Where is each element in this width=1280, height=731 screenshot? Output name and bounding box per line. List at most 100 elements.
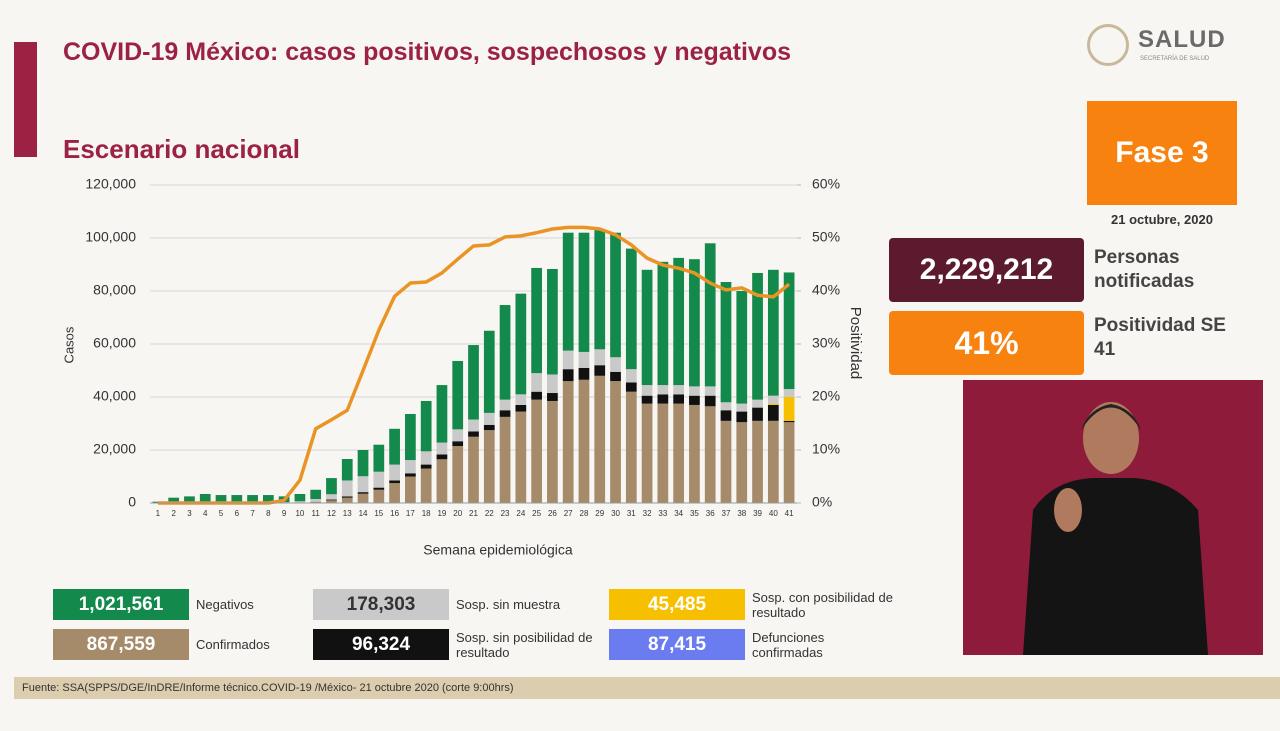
bar-segment (767, 269, 779, 396)
bar-segment (752, 272, 763, 400)
bar-segment (483, 430, 495, 503)
bar-segment (515, 404, 527, 412)
bar-segment (341, 459, 353, 481)
bar-segment (547, 400, 558, 503)
bar-segment (199, 493, 211, 503)
bar-segment (341, 496, 353, 498)
bar-segment (184, 496, 195, 503)
bar-segment (405, 460, 416, 474)
legend-label: Sosp. sin muestra (456, 597, 561, 612)
y2-tick-label: 0% (812, 494, 832, 510)
bar-segment (657, 261, 669, 386)
bar-segment (168, 497, 180, 503)
legend-total: 1,021,561 (53, 589, 189, 620)
bar-segment (767, 420, 779, 503)
bar-segment (515, 394, 527, 405)
notified-box: 2,229,212 (889, 238, 1084, 302)
bar-segment (625, 391, 637, 503)
title: COVID-19 México: casos positivos, sospec… (63, 38, 792, 66)
subtitle: Escenario nacional (63, 134, 300, 164)
bar-segment (752, 399, 763, 408)
interpreter-video (963, 380, 1263, 655)
bar-segment (720, 402, 732, 411)
y2-tick-label: 20% (812, 388, 840, 404)
legend-label: Sosp. con posibilidad de resultado (752, 589, 893, 620)
bar-segment (594, 230, 606, 350)
x-tick-label: 26 (548, 509, 557, 518)
accent-bar (14, 42, 37, 157)
y2-tick-label: 40% (812, 282, 840, 298)
bar-segment (499, 416, 511, 503)
bar-segment (610, 371, 621, 382)
bar-segment (531, 391, 542, 400)
bar-segment (736, 291, 748, 404)
bar-segment (436, 454, 448, 460)
phase-box: Fase 3 (1087, 101, 1237, 205)
bar-segment (531, 399, 542, 503)
bar-segment (704, 406, 716, 503)
bar-segment (357, 492, 369, 494)
bar-segment (420, 464, 432, 469)
bar-segment (689, 386, 700, 396)
bar-segment (783, 422, 795, 503)
y-tick-label: 60,000 (93, 335, 136, 351)
x-tick-label: 16 (390, 509, 399, 518)
bar-segment (641, 403, 653, 503)
bar-segment (326, 494, 337, 500)
bar-segment (152, 501, 164, 503)
bar-segment (783, 397, 795, 421)
y-tick-label: 40,000 (93, 388, 136, 404)
x-tick-label: 1 (156, 509, 161, 518)
y-axis-label: Casos (61, 326, 76, 363)
y2-tick-label: 60% (812, 176, 840, 192)
bar-segment (704, 243, 716, 387)
bar-segment (452, 441, 464, 447)
bar-segment (594, 365, 606, 376)
y-tick-label: 0 (128, 494, 136, 510)
bar-segment (673, 385, 685, 395)
bar-segment (515, 293, 527, 395)
bar-segment (657, 403, 669, 503)
x-tick-label: 38 (737, 509, 746, 518)
bar-segment (468, 436, 479, 503)
bar-segment (515, 411, 527, 503)
x-tick-label: 22 (485, 509, 494, 518)
person-head (1083, 402, 1139, 474)
x-tick-label: 5 (219, 509, 224, 518)
bar-segment (625, 369, 637, 383)
x-tick-label: 30 (611, 509, 620, 518)
bar-segment (736, 411, 748, 423)
x-tick-label: 18 (422, 509, 431, 518)
bar-segment (767, 395, 779, 404)
footer-bar (14, 677, 1280, 699)
bar-segment (420, 451, 432, 465)
positivity-box: 41% (889, 311, 1084, 375)
bar-segment (673, 403, 685, 503)
logo-subtext: SECRETARÍA DE SALUD (1140, 56, 1210, 62)
y-tick-label: 120,000 (85, 176, 136, 192)
bar-segment (452, 446, 464, 503)
bar-segment (625, 248, 637, 370)
bar-segment (767, 404, 779, 421)
bar-segment (326, 499, 337, 501)
bar-segment (562, 369, 574, 382)
legend-label: Defunciones confirmadas (752, 629, 825, 660)
legend-label: Negativos (196, 597, 254, 612)
bar-segment (483, 412, 495, 425)
x-tick-label: 9 (282, 509, 287, 518)
date: 21 octubre, 2020 (1111, 212, 1213, 227)
bar-segment (578, 232, 590, 352)
x-tick-label: 6 (235, 509, 240, 518)
bar-segment (341, 497, 353, 503)
legend-total: 867,559 (53, 629, 189, 660)
bar-segment (420, 468, 432, 503)
bar-segment (547, 269, 558, 375)
bar-segment (436, 385, 448, 443)
legend-label: Sosp. sin posibilidad de resultado (456, 629, 593, 660)
bar-segment (641, 395, 653, 404)
bar-segment (452, 360, 464, 430)
bar-segment (247, 495, 258, 503)
x-tick-label: 34 (674, 509, 683, 518)
person-hair (1081, 404, 1141, 430)
